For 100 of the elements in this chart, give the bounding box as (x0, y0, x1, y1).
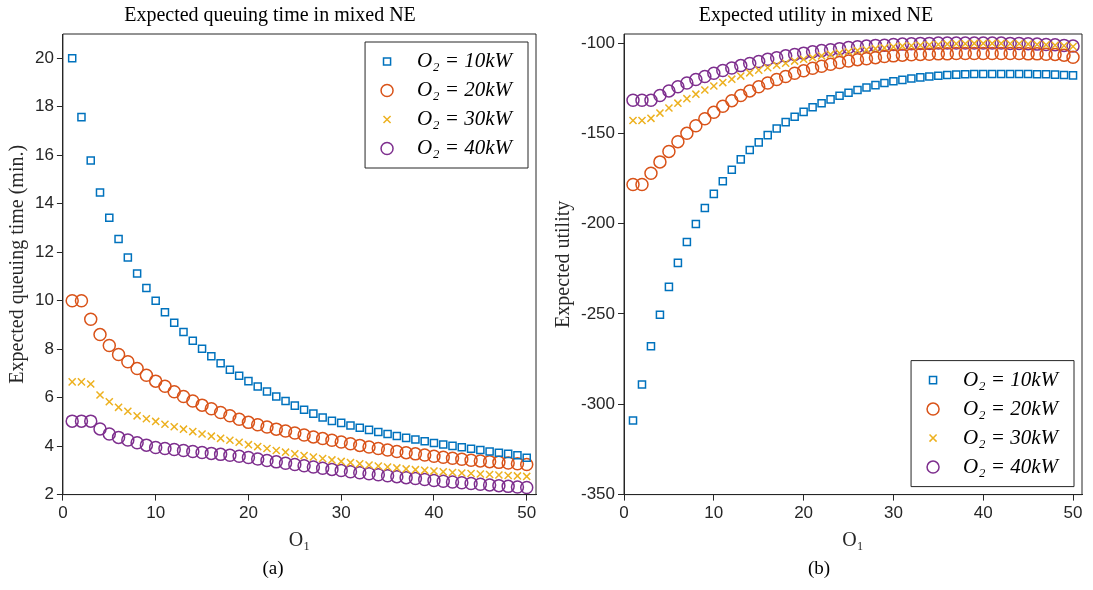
point (158, 441, 172, 456)
point (1005, 69, 1015, 79)
point (364, 425, 374, 435)
x-tick-label: 50 (517, 503, 537, 523)
point (769, 72, 784, 87)
point (336, 457, 346, 466)
point (778, 69, 793, 84)
point (179, 424, 188, 434)
point (93, 422, 107, 436)
point (934, 71, 943, 81)
y-tick-label: 12 (34, 241, 54, 261)
point (476, 445, 485, 455)
x-axis-title: O₁ (288, 528, 311, 551)
y-tick-label: 10 (34, 290, 54, 310)
point (315, 461, 330, 475)
point (501, 479, 515, 494)
point (734, 88, 748, 103)
point (392, 463, 402, 473)
point (250, 452, 265, 466)
point (485, 447, 494, 456)
point (223, 448, 237, 463)
point (871, 80, 880, 90)
x-tick-label: 50 (1063, 503, 1083, 523)
point (281, 447, 290, 457)
y-tick-label: 18 (34, 96, 54, 116)
point (772, 124, 781, 133)
point (853, 85, 862, 95)
y-tick-label: -100 (580, 32, 616, 52)
point (644, 93, 658, 108)
point (850, 52, 865, 67)
point (754, 65, 764, 75)
point (390, 444, 404, 459)
point (151, 296, 160, 305)
point (952, 70, 961, 79)
point (408, 471, 423, 486)
point (111, 430, 126, 445)
x-tick-label: 40 (973, 503, 993, 523)
point (207, 351, 216, 361)
point (662, 144, 676, 159)
point (241, 415, 256, 430)
point (844, 88, 853, 97)
point (353, 466, 367, 480)
point (318, 413, 327, 422)
point (334, 435, 348, 449)
point (297, 428, 311, 442)
point (102, 427, 117, 441)
point (494, 448, 504, 457)
point (411, 465, 420, 474)
point (673, 98, 683, 108)
point (790, 112, 799, 122)
y-tick-label: 14 (34, 193, 54, 213)
point (772, 60, 781, 70)
point (691, 219, 701, 229)
point (510, 457, 525, 471)
point (123, 406, 133, 416)
point (390, 469, 404, 484)
point (653, 155, 667, 169)
point (371, 441, 386, 456)
point (362, 440, 376, 454)
legend-label: O₂ = 40kW (963, 453, 1061, 478)
point (949, 46, 964, 61)
point (796, 64, 811, 78)
point (83, 312, 98, 327)
point (86, 156, 96, 165)
point (105, 397, 114, 407)
point (769, 50, 784, 65)
point (754, 138, 764, 147)
point (114, 234, 123, 244)
point (364, 460, 374, 470)
point (734, 58, 748, 73)
point (111, 347, 126, 362)
point (1021, 47, 1035, 61)
point (95, 390, 105, 400)
legend-label: O₂ = 20kW (963, 395, 1061, 420)
point (114, 403, 123, 412)
point (653, 88, 667, 103)
point (383, 429, 392, 439)
point (1057, 48, 1071, 62)
point (513, 451, 522, 460)
point (680, 76, 694, 90)
x-axis-title: O₁ (842, 528, 864, 551)
point (281, 396, 290, 406)
point (148, 374, 163, 388)
point (457, 443, 467, 452)
point (455, 475, 469, 490)
point (1012, 46, 1026, 61)
point (278, 456, 293, 471)
point (380, 468, 395, 483)
point (464, 476, 478, 491)
point (709, 189, 719, 199)
point (169, 318, 179, 328)
point (826, 95, 835, 104)
point (392, 431, 402, 441)
point (513, 471, 522, 481)
point (269, 455, 284, 469)
y-axis-title: Expected queuing time (min.) (5, 144, 29, 384)
point (976, 46, 990, 61)
point (680, 126, 694, 141)
point (716, 63, 730, 78)
point (67, 53, 77, 63)
